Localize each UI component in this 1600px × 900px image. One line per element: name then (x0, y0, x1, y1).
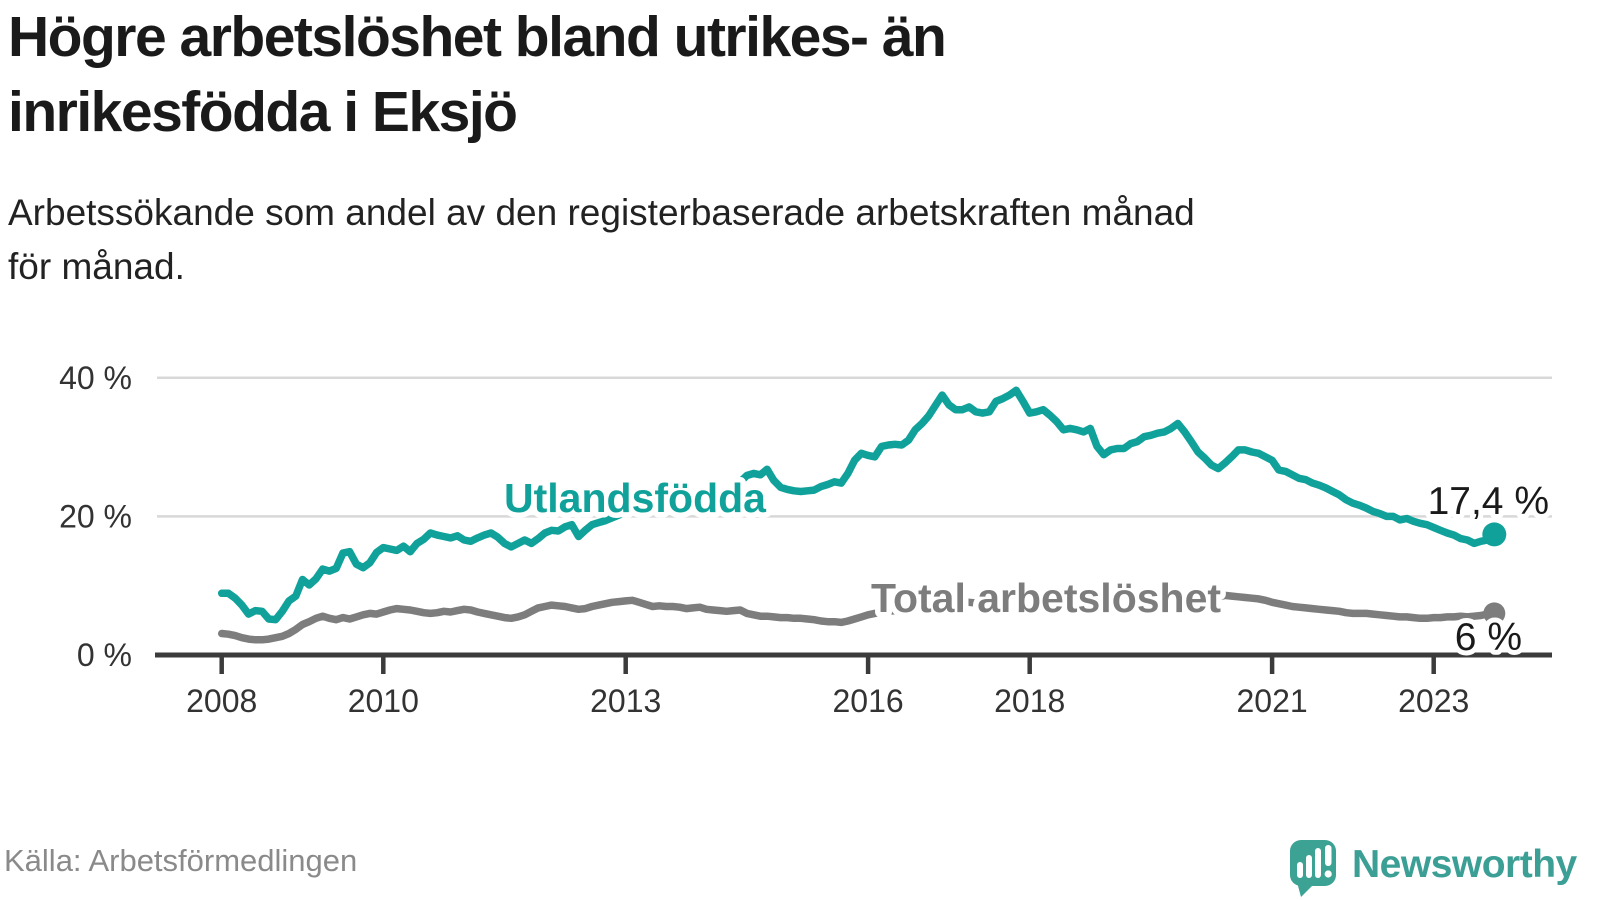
series-label-total-arbetsloshet: Total arbetslöshet (871, 575, 1221, 621)
y-axis-labels: 0 % 20 % 40 % (59, 360, 132, 673)
series-label-utlandsfodda: Utlandsfödda (504, 475, 767, 521)
y-tick-label: 20 % (59, 498, 132, 534)
series-end-dots (1482, 522, 1507, 625)
x-tick-label: 2013 (590, 683, 661, 719)
logo-exclamation-icon (1325, 845, 1332, 866)
series-line-utlandsfodda (217, 386, 1499, 624)
x-tick-label: 2021 (1237, 683, 1308, 719)
logo-bar-icon (1306, 855, 1312, 878)
newsworthy-logo: Newsworthy (1290, 840, 1578, 897)
y-tick-label: 40 % (59, 360, 132, 396)
series-line-total-arbetsloshet (217, 591, 1499, 644)
end-dot (1482, 522, 1507, 547)
chart-subtitle: Arbetssökande som andel av den registerb… (8, 186, 1195, 293)
logo-bar-icon (1315, 848, 1321, 878)
x-tick-label: 2023 (1398, 683, 1469, 719)
x-tick-label: 2018 (994, 683, 1065, 719)
brand-wordmark: Newsworthy (1352, 843, 1578, 886)
logo-exclamation-dot-icon (1324, 870, 1332, 878)
series-lines (217, 386, 1499, 644)
logo-bar-icon (1297, 862, 1303, 878)
end-dot (1483, 602, 1506, 625)
end-value-label-total: 6 % (1455, 616, 1522, 659)
y-tick-label: 0 % (77, 637, 132, 673)
x-tick-label: 2008 (186, 683, 257, 719)
x-axis-ticks: 2008 2010 2013 2016 2018 2021 2023 (186, 655, 1469, 719)
x-tick-label: 2010 (348, 683, 419, 719)
page-title: Högre arbetslöshet bland utrikes- än inr… (8, 0, 947, 150)
subtitle-line: Arbetssökande som andel av den registerb… (8, 192, 1195, 233)
title-line: Högre arbetslöshet bland utrikes- än (8, 5, 947, 69)
title-line: inrikesfödda i Eksjö (8, 80, 518, 145)
subtitle-line: för månad. (8, 245, 185, 287)
source-credit: Källa: Arbetsförmedlingen (4, 843, 358, 878)
end-value-label-utlandsfodda: 17,4 % (1428, 480, 1549, 523)
gridlines (157, 376, 1552, 518)
x-tick-label: 2016 (833, 683, 904, 719)
newsworthy-logo-icon (1290, 840, 1336, 897)
